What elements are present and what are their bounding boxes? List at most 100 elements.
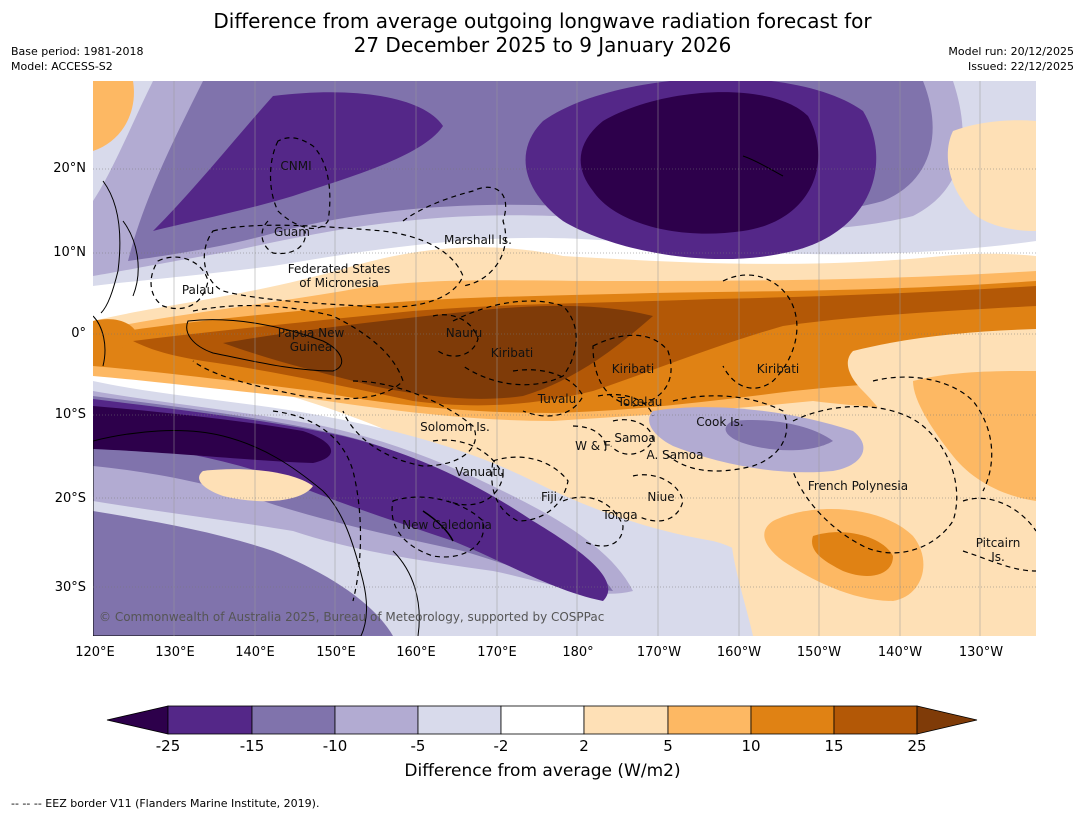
meta-right: Model run: 20/12/2025 Issued: 22/12/2025 [948,44,1074,74]
colorbar-tick-9: 15 [824,737,844,755]
land-new-zealand [392,550,420,636]
lon-label-130w: 130°W [958,645,1004,660]
place-pitcairn-line2: Is. [991,550,1005,564]
field-orange-east-mid [913,371,1036,501]
field-purple-north-deep [153,92,443,231]
eez-fiji [491,456,569,522]
lon-label-170e: 170°E [477,645,517,660]
lon-label-120e: 120°E [75,645,115,660]
eez-marshall [402,186,507,287]
colorbar [106,705,978,735]
eez-tonga [562,496,624,547]
colorbar-tick-10: 25 [907,737,927,755]
lon-label-150e: 150°E [316,645,356,660]
field-orange-ne [947,120,1036,231]
place-tokelau: Tokelau [617,395,663,409]
field-orange-tasman [199,469,313,502]
colorbar-arrow-low [106,705,169,735]
map-title-line2: 27 December 2025 to 9 January 2026 [353,33,732,57]
eez-east-border [872,376,993,492]
eez-cnmi [269,137,331,230]
meta-left: Base period: 1981-2018 Model: ACCESS-S2 [11,44,143,74]
place-kiribati-e: Kiribati [756,362,800,376]
colorbar-bin-6 [583,705,669,735]
lat-label-10s: 10°S [54,407,86,422]
place-wf: W & F [575,439,611,453]
field-brown-eq-core [223,305,653,399]
eez-nauru [432,314,479,357]
meridians [173,81,981,636]
colorbar-label: Difference from average (W/m2) [404,761,681,781]
colorbar-tick-8: 10 [741,737,761,755]
lat-label-30s: 30°S [54,580,86,595]
eez-samoa [610,419,654,455]
place-samoa: Samoa [614,431,656,445]
field-orange-se-strong [812,532,893,576]
base-period: Base period: 1981-2018 [11,45,144,58]
eez-kiribati-w [452,300,577,386]
colorbar-tick-7: 5 [663,737,673,755]
field-purple-sw-lower [93,511,393,636]
place-guam: Guam [274,225,310,239]
colorbar-bin-8 [750,705,835,735]
colorbar-bin-9 [833,705,918,735]
eez-guam [261,220,306,255]
model-name: Model: ACCESS-S2 [11,60,113,73]
field-orange-west-coast [93,81,134,151]
land-new-guinea [186,319,343,372]
place-solomon: Solomon Is. [420,420,490,434]
place-png-line1: Papua New [277,326,345,340]
eez-borders [150,137,1036,602]
map-svg [93,81,1036,636]
lat-label-20n: 20°N [53,161,86,176]
place-kiribati-w: Kiribati [490,346,534,360]
field-purple-coral-sea-core [93,406,332,463]
lon-label-140e: 140°E [235,645,275,660]
eez-new-caledonia [391,496,485,558]
lat-label-20s: 20°S [54,491,86,506]
land-new-caledonia [422,510,454,542]
place-vanuatu: Vanuatu [455,465,505,479]
lon-label-150w: 150°W [796,645,842,660]
place-pitcairn-line1: Pitcairn [975,536,1021,550]
eez-kiribati-c [592,334,672,407]
place-palau: Palau [181,283,215,297]
colorbar-bin-2 [251,705,336,735]
place-kiribati-c: Kiribati [611,362,655,376]
graticule [93,168,1036,588]
place-niue: Niue [647,490,675,504]
eez-tokelau [597,393,654,417]
eez-french-polynesia [792,406,958,554]
colorbar-bin-3 [334,705,419,735]
colorbar-bin-5 [500,705,585,735]
place-new-caledonia: New Caledonia [402,518,492,532]
place-cook: Cook Is. [696,415,744,429]
eez-palau [150,256,209,310]
eez-pitcairn [962,497,1036,532]
colorbar-tick-5: -2 [493,737,509,755]
eez-footnote: -- -- -- EEZ border V11 (Flanders Marine… [11,797,320,810]
field-purple-hawaii-core [580,92,819,234]
colorbar-tick-6: 2 [579,737,589,755]
colorbar-arrow-high [916,705,978,735]
land-philippines [100,180,139,314]
lat-label-0: 0° [71,326,86,341]
colorbar-tick-4: -5 [410,737,426,755]
eez-australia [272,410,362,602]
map-title-line1: Difference from average outgoing longwav… [213,9,872,33]
place-cnmi: CNMI [280,159,312,173]
place-fsm-line2: of Micronesia [299,276,379,290]
colorbar-tick-3: -10 [322,737,348,755]
land-australia [93,430,367,636]
colorbar-tick-1: -25 [155,737,181,755]
issued-date: Issued: 22/12/2025 [967,60,1074,73]
place-french-polynesia: French Polynesia [807,479,909,493]
place-nauru: Nauru [445,326,483,340]
eez-wf [572,425,606,452]
field-purple-cook-dark [725,420,833,451]
lon-label-140w: 140°W [877,645,923,660]
place-tuvalu: Tuvalu [537,392,577,406]
place-tonga: Tonga [602,508,638,522]
place-american-samoa: A. Samoa [646,448,704,462]
eez-kiribati-e [722,274,798,389]
